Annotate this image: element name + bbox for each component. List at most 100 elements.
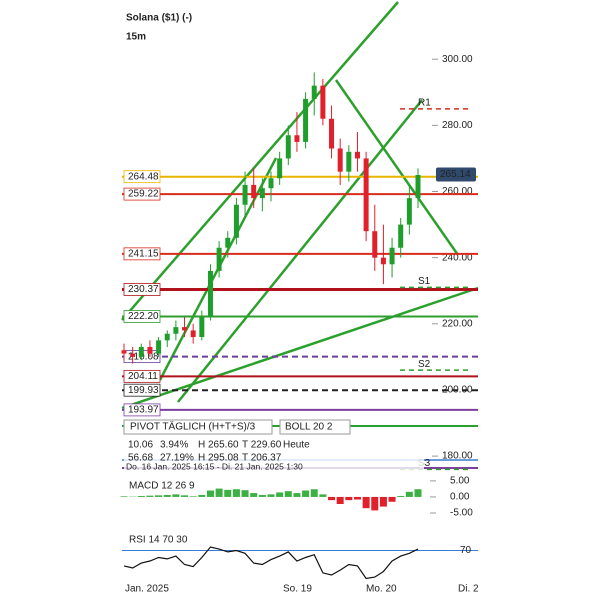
candle-body — [329, 118, 335, 149]
candle-body — [372, 231, 378, 258]
legend-value: T 206.37 — [242, 453, 282, 464]
candle-body — [259, 188, 265, 199]
pivot-label: S3 — [418, 458, 431, 469]
macd-bar — [155, 495, 163, 497]
macd-bar — [388, 496, 396, 502]
macd-bar — [163, 495, 171, 497]
legend-value: H 295.08 — [198, 453, 239, 464]
candle-body — [182, 327, 188, 331]
y-tick-label: 240.00 — [442, 252, 473, 263]
candle-body — [311, 85, 317, 99]
level-label: 222.20 — [128, 311, 159, 322]
candle-body — [130, 353, 136, 357]
macd-bar — [172, 494, 180, 497]
y-tick-label: 5.00 — [450, 476, 470, 487]
candle-body — [320, 85, 326, 119]
last-price: 265.14 — [440, 169, 471, 180]
macd-bar — [250, 493, 258, 497]
pivot-label: S2 — [418, 359, 431, 370]
level-label-box — [123, 170, 161, 184]
macd-bar — [267, 494, 275, 497]
candle-body — [398, 224, 404, 248]
macd-bar — [120, 496, 128, 497]
x-tick-label: Di. 2 — [458, 584, 479, 595]
macd-bar — [328, 496, 336, 501]
candle-body — [406, 198, 412, 225]
candle-body — [190, 330, 196, 338]
last-price-box — [436, 167, 476, 182]
macd-bar — [310, 489, 318, 497]
candle-body — [354, 151, 360, 159]
legend-value: 56.68 — [128, 453, 153, 464]
macd-bar — [405, 491, 413, 497]
macd-bar — [362, 496, 370, 509]
level-label: 193.97 — [128, 405, 159, 416]
level-label-box — [123, 403, 161, 417]
y-tick-label: -5.00 — [450, 508, 473, 519]
level-label: 264.48 — [128, 171, 159, 182]
level-label: 199.93 — [128, 385, 159, 396]
macd-bar — [137, 495, 145, 497]
y-tick-label: 280.00 — [442, 120, 473, 131]
legend-boll: BOLL 20 2 — [285, 422, 333, 433]
y-tick-label: 220.00 — [442, 318, 473, 329]
rsi-title: RSI 14 70 30 — [129, 535, 188, 546]
legend-value: H 265.60 — [198, 440, 239, 451]
y-tick-label: 180.00 — [442, 451, 473, 462]
candle-body — [199, 317, 205, 338]
macd-bar — [276, 492, 284, 497]
level-label: 230.37 — [128, 284, 159, 295]
macd-bar — [215, 488, 223, 497]
trend-line — [177, 99, 423, 403]
macd-bar — [146, 495, 154, 497]
level-label: 241.15 — [128, 248, 159, 259]
macd-bar — [336, 496, 344, 504]
legend-value: 3.94% — [160, 440, 188, 451]
candle-body — [138, 346, 144, 357]
pivot-label: R1 — [418, 97, 431, 108]
legend-value: 27.19% — [160, 453, 194, 464]
y-tick-label: 260.00 — [442, 186, 473, 197]
candle-body — [242, 184, 248, 205]
macd-bar — [353, 496, 361, 500]
candle-body — [268, 178, 274, 189]
trend-line — [121, 286, 479, 410]
macd-bar — [397, 495, 405, 497]
level-label-box — [123, 310, 161, 323]
candle-body — [346, 151, 352, 172]
level-label-box — [123, 187, 161, 201]
x-tick-label: So. 19 — [283, 584, 312, 595]
trend-line — [121, 1, 399, 321]
macd-bar — [302, 490, 310, 497]
legend-value: T 229.60 — [242, 440, 282, 451]
macd-bar — [189, 496, 197, 497]
pivot-label: S1 — [418, 276, 431, 287]
macd-bar — [181, 495, 189, 497]
candle-body — [207, 270, 213, 318]
candle-body — [277, 158, 283, 179]
macd-bar — [379, 496, 387, 507]
candle-body — [164, 333, 170, 341]
macd-bar — [198, 495, 206, 497]
level-label: 259.22 — [128, 189, 159, 200]
level-label: 204.11 — [128, 371, 158, 382]
level-label-box — [123, 247, 161, 261]
trend-line — [334, 79, 460, 256]
candle-body — [294, 135, 300, 142]
x-tick-label: Mo. 20 — [366, 584, 397, 595]
interval: 15m — [126, 32, 146, 43]
candle-body — [415, 174, 421, 199]
macd-bar — [293, 493, 301, 497]
macd-bar — [414, 489, 422, 497]
candle-body — [233, 204, 239, 238]
macd-bar — [232, 489, 240, 497]
candle-body — [216, 247, 222, 271]
candle-body — [121, 350, 127, 354]
macd-bar — [345, 496, 353, 501]
candle-body — [285, 135, 291, 159]
macd-bar — [224, 489, 232, 497]
candle-body — [173, 327, 179, 334]
legend: PIVOT TÄGLICH (H+T+S)/3 BOLL 20 2 10.06 … — [123, 419, 424, 471]
candle-body — [303, 98, 309, 142]
